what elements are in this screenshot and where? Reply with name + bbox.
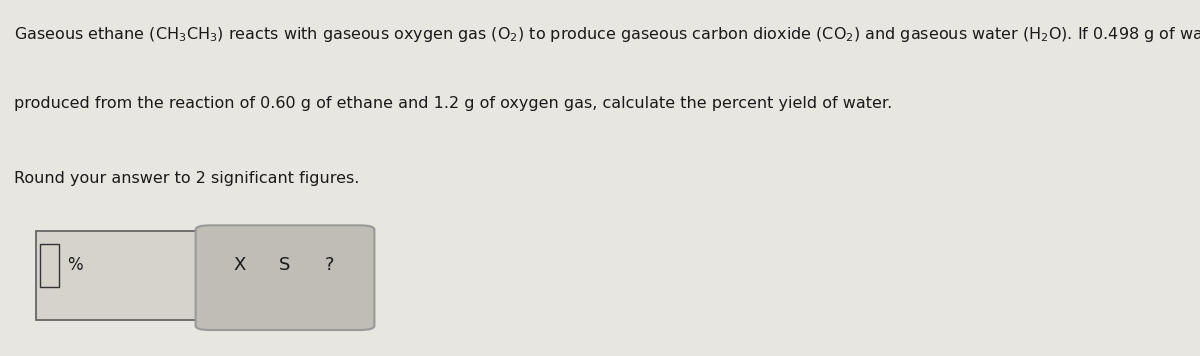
Text: Round your answer to 2 significant figures.: Round your answer to 2 significant figur…	[14, 171, 360, 186]
Text: ?: ?	[325, 256, 335, 274]
Text: %: %	[67, 256, 83, 274]
Text: produced from the reaction of 0.60 g of ethane and 1.2 g of oxygen gas, calculat: produced from the reaction of 0.60 g of …	[14, 96, 893, 111]
Text: X: X	[234, 256, 246, 274]
FancyBboxPatch shape	[36, 231, 198, 320]
Text: S: S	[278, 256, 290, 274]
Text: Gaseous ethane $\mathregular{(CH_3CH_3)}$ reacts with gaseous oxygen gas $\mathr: Gaseous ethane $\mathregular{(CH_3CH_3)}…	[14, 25, 1200, 44]
FancyBboxPatch shape	[40, 244, 59, 287]
FancyBboxPatch shape	[196, 225, 374, 330]
